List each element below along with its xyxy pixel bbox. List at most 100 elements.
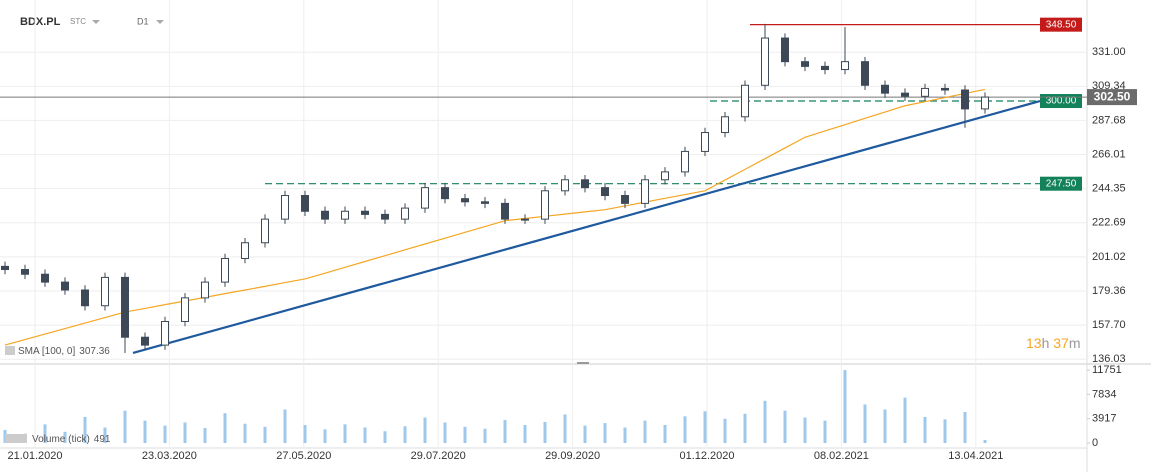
candle-body <box>1 265 9 271</box>
candle <box>561 175 569 196</box>
candle <box>361 206 369 220</box>
x-tick-label: 21.01.2020 <box>7 450 62 462</box>
vol-tick-label: 3917 <box>1092 413 1116 425</box>
countdown: 13h 37m <box>1026 335 1081 351</box>
candle-body <box>41 273 49 283</box>
pane-resize-handle[interactable] <box>577 362 589 364</box>
volume-bar <box>663 424 667 443</box>
candle-body <box>221 257 229 283</box>
candle <box>101 272 109 311</box>
level-label: 247.50 <box>1046 178 1077 189</box>
candle <box>481 197 489 209</box>
volume-bar <box>903 397 907 443</box>
candle-body <box>621 195 629 204</box>
candle-body <box>21 269 29 275</box>
volume-bar <box>543 421 547 443</box>
candle-body <box>701 132 709 152</box>
y-tick-label: 244.35 <box>1092 183 1126 195</box>
candle-body <box>241 242 249 259</box>
candle-body <box>781 37 789 63</box>
current-price-tag <box>1087 89 1137 106</box>
candle-body <box>281 195 289 220</box>
candle-body <box>461 198 469 203</box>
candle <box>201 277 209 303</box>
volume-bar <box>83 416 87 443</box>
candle <box>861 56 869 91</box>
volume-legend-name: Volume (tick) <box>32 434 90 445</box>
candle-body <box>381 213 389 220</box>
volume-bar <box>43 424 47 443</box>
candle <box>221 253 229 287</box>
y-tick-label: 136.03 <box>1092 353 1126 365</box>
volume-bar <box>263 426 267 443</box>
volume-bar <box>723 418 727 443</box>
volume-legend-value: 491 <box>94 434 111 445</box>
candle-body <box>301 195 309 212</box>
candle <box>21 264 29 279</box>
volume-bar <box>523 424 527 443</box>
volume-bar <box>703 411 707 443</box>
candle-body <box>441 187 449 200</box>
vol-tick-label: 7834 <box>1092 388 1116 400</box>
market[interactable]: STC <box>70 17 86 26</box>
candle <box>721 112 729 138</box>
x-tick-label: 27.05.2020 <box>276 450 331 462</box>
x-tick-label: 29.07.2020 <box>411 450 466 462</box>
legend-icon <box>5 346 15 355</box>
candle-body <box>321 210 329 220</box>
volume-bar <box>743 413 747 443</box>
candle-body <box>421 187 429 209</box>
volume-bar <box>823 420 827 443</box>
candle <box>641 175 649 209</box>
volume-bar <box>183 422 187 443</box>
y-tick-label: 331.00 <box>1092 46 1126 58</box>
dropdown-icon[interactable] <box>92 20 100 24</box>
candle <box>961 85 969 128</box>
candle-body <box>521 218 529 221</box>
candle <box>881 80 889 98</box>
candle <box>401 203 409 224</box>
y-tick-label: 179.36 <box>1092 285 1126 297</box>
candle-body <box>401 207 409 220</box>
candle-body <box>61 281 69 291</box>
volume-bar <box>443 422 447 443</box>
dropdown-icon[interactable] <box>156 20 164 24</box>
countdown-part: m <box>1069 335 1081 351</box>
candle-body <box>601 187 609 197</box>
volume-bar <box>863 404 867 443</box>
candle <box>281 190 289 224</box>
volume-legend: Volume (tick) 491 <box>32 434 111 445</box>
candle-body <box>501 202 509 220</box>
candle-body <box>821 65 829 71</box>
candle-body <box>341 210 349 220</box>
volume-bar <box>683 416 687 443</box>
volume-bar <box>603 423 607 443</box>
volume-bar <box>403 426 407 443</box>
candle-body <box>861 61 869 86</box>
volume-bar <box>563 414 567 443</box>
candle <box>321 206 329 224</box>
candle <box>901 88 909 102</box>
candle-body <box>81 289 89 307</box>
candle-body <box>641 179 649 204</box>
timeframe[interactable]: D1 <box>137 16 149 26</box>
volume-bar <box>283 409 287 443</box>
level-label: 300.00 <box>1046 96 1077 107</box>
candle-body <box>901 92 909 97</box>
candle <box>661 167 669 185</box>
candle-body <box>181 297 189 322</box>
candle <box>921 83 929 102</box>
x-tick-label: 01.12.2020 <box>679 450 734 462</box>
candle <box>121 272 129 353</box>
level-tag <box>1040 17 1082 32</box>
symbol[interactable]: BDX.PL <box>20 16 61 28</box>
candle-body <box>921 87 929 97</box>
volume-bar <box>923 416 927 443</box>
candle-body <box>761 37 769 86</box>
volume-bar <box>363 427 367 443</box>
volume-bar <box>243 423 247 443</box>
candle <box>261 214 269 248</box>
volume-bar <box>383 431 387 443</box>
